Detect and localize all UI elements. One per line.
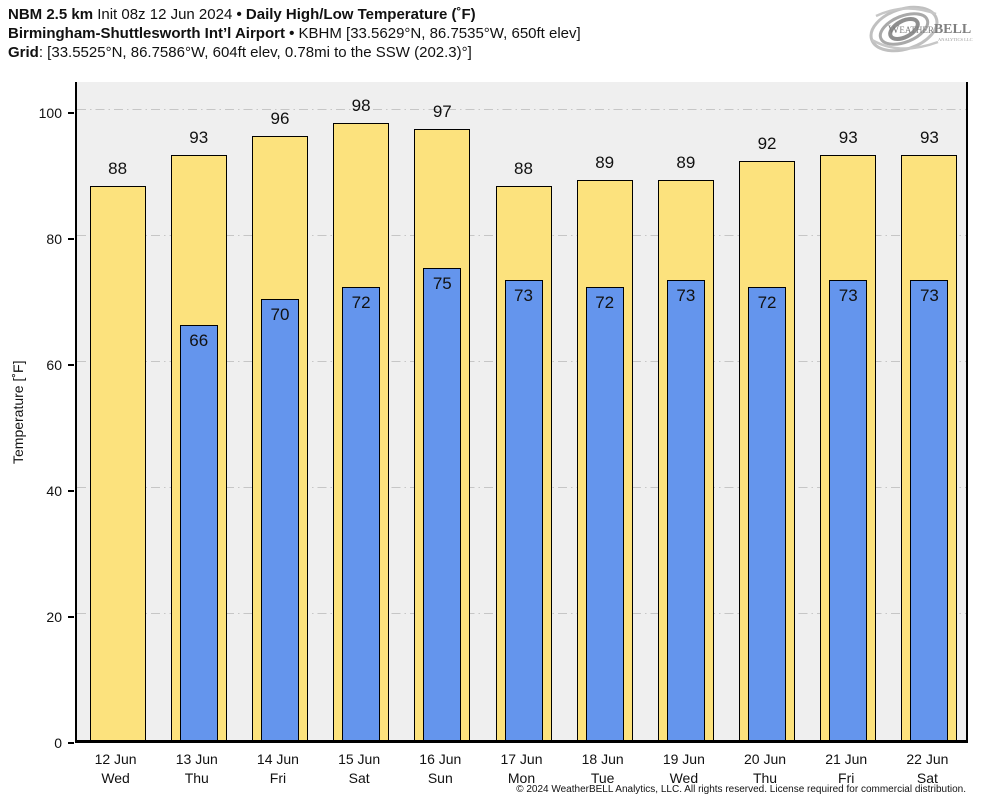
high-value-label: 89 [676, 152, 696, 172]
x-tick-date: 20 Jun [744, 751, 787, 767]
x-tick-label: 13 Jun Thu [156, 750, 237, 788]
copyright-notice: © 2024 WeatherBELL Analytics, LLC. All r… [516, 784, 966, 795]
high-value-label: 88 [108, 159, 128, 179]
x-tick-date: 21 Jun [825, 751, 868, 767]
chart-title-line3: Grid: [33.5525°N, 86.7586°W, 604ft elev,… [8, 43, 581, 62]
x-tick-date: 14 Jun [256, 751, 299, 767]
x-tick-day: Tue [590, 770, 615, 786]
plot-area: 88 93 66 96 70 98 72 97 75 88 73 89 72 89 73 92 72 93 73 93… [75, 82, 968, 743]
logo-subtitle: ANALYTICS LLC [938, 37, 973, 42]
product-name: Daily High/Low Temperature (˚F) [245, 6, 476, 23]
low-bar [260, 299, 299, 740]
x-tick-day: Thu [184, 770, 209, 786]
low-value-label: 73 [676, 286, 696, 306]
x-tick-label: 17 Jun Mon [481, 750, 562, 788]
x-tick-day: Fri [838, 770, 855, 786]
low-value-label: 66 [189, 330, 209, 350]
low-value-label: 73 [919, 286, 939, 306]
x-tick-day: Sat [348, 770, 370, 786]
x-tick-date: 15 Jun [338, 751, 381, 767]
high-value-label: 96 [270, 108, 290, 128]
x-tick-label: 22 Jun Sat [887, 750, 968, 788]
station-details: KBHM [33.5629°N, 86.7535°W, 650ft elev] [298, 25, 581, 42]
init-time: Init 08z 12 Jun 2024 [93, 6, 237, 23]
x-tick-label: 20 Jun Thu [724, 750, 805, 788]
low-value-label: 72 [757, 292, 777, 312]
chart-header: NBM 2.5 km Init 08z 12 Jun 2024 • Daily … [8, 5, 581, 62]
x-tick-day: Sat [916, 770, 938, 786]
y-tick-label: 60 [46, 357, 62, 374]
station-name: Birmingham-Shuttlesworth Int’l Airport [8, 25, 285, 42]
low-value-label: 73 [838, 286, 858, 306]
x-tick-day: Sun [427, 770, 453, 786]
high-value-label: 93 [838, 127, 858, 147]
y-tick-mark [68, 742, 74, 744]
y-tick-label: 0 [54, 735, 62, 751]
y-axis-title: Temperature [˚F] [10, 360, 26, 465]
low-bar [179, 324, 218, 740]
high-bar [89, 186, 146, 740]
y-tick-mark [68, 490, 74, 493]
low-bar [504, 280, 543, 740]
high-value-label: 98 [351, 96, 371, 116]
x-tick-label: 18 Jun Tue [562, 750, 643, 788]
y-tick-label: 100 [38, 105, 62, 122]
x-tick-label: 14 Jun Fri [237, 750, 318, 788]
bullet-separator: • [236, 6, 246, 23]
low-value-label: 72 [351, 292, 371, 312]
x-tick-day: Wed [669, 770, 699, 786]
low-bar [342, 286, 381, 740]
low-bar [585, 286, 624, 740]
grid-label: Grid [8, 44, 39, 61]
x-tick-day: Wed [101, 770, 130, 786]
y-tick-mark [68, 364, 74, 367]
x-tick-date: 19 Jun [662, 751, 705, 767]
high-value-label: 97 [432, 102, 452, 122]
high-value-label: 88 [514, 159, 533, 179]
x-tick-date: 16 Jun [419, 751, 462, 767]
low-value-label: 75 [432, 273, 452, 293]
x-tick-date: 13 Jun [175, 751, 218, 767]
x-tick-date: 22 Jun [906, 751, 949, 767]
y-tick-label: 20 [46, 609, 62, 626]
x-tick-label: 19 Jun Wed [643, 750, 724, 788]
chart-title-line1: NBM 2.5 km Init 08z 12 Jun 2024 • Daily … [8, 5, 581, 24]
x-tick-label: 16 Jun Sun [400, 750, 481, 788]
x-tick-day: Mon [507, 770, 536, 786]
y-tick-label: 80 [46, 231, 62, 248]
y-tick-label: 40 [46, 483, 62, 500]
high-value-label: 92 [757, 133, 777, 153]
y-tick-mark [68, 238, 74, 241]
low-bar [666, 280, 705, 740]
low-bar [910, 280, 949, 740]
x-tick-date: 18 Jun [581, 751, 624, 767]
x-tick-day: Fri [269, 770, 287, 786]
low-value-label: 73 [514, 286, 533, 306]
x-tick-date: 17 Jun [500, 751, 543, 767]
weatherbell-logo: WEATHERBELL ANALYTICS LLC [869, 5, 973, 53]
x-tick-label: 21 Jun Fri [806, 750, 887, 788]
low-bar [829, 280, 868, 740]
gridline-100 [77, 109, 966, 111]
chart-title-line2: Birmingham-Shuttlesworth Int’l Airport •… [8, 24, 581, 43]
hurricane-swirl-icon [869, 5, 939, 53]
y-tick-mark [68, 112, 74, 115]
y-tick-mark [68, 616, 74, 619]
model-name: NBM 2.5 km [8, 6, 94, 23]
x-tick-label: 15 Jun Sat [319, 750, 400, 788]
low-bar [423, 267, 462, 740]
high-value-label: 93 [919, 127, 939, 147]
bullet-separator: • [284, 25, 299, 42]
grid-details: : [33.5525°N, 86.7586°W, 604ft elev, 0.7… [38, 44, 472, 61]
x-tick-date: 12 Jun [94, 751, 137, 767]
low-value-label: 70 [270, 305, 290, 325]
x-tick-day: Thu [752, 770, 778, 786]
high-value-label: 89 [595, 152, 615, 172]
high-value-label: 93 [189, 127, 209, 147]
x-tick-label: 12 Jun Wed [75, 750, 156, 788]
logo-text: WEATHERBELL [888, 22, 971, 37]
low-value-label: 72 [595, 292, 615, 312]
low-bar [748, 286, 787, 740]
